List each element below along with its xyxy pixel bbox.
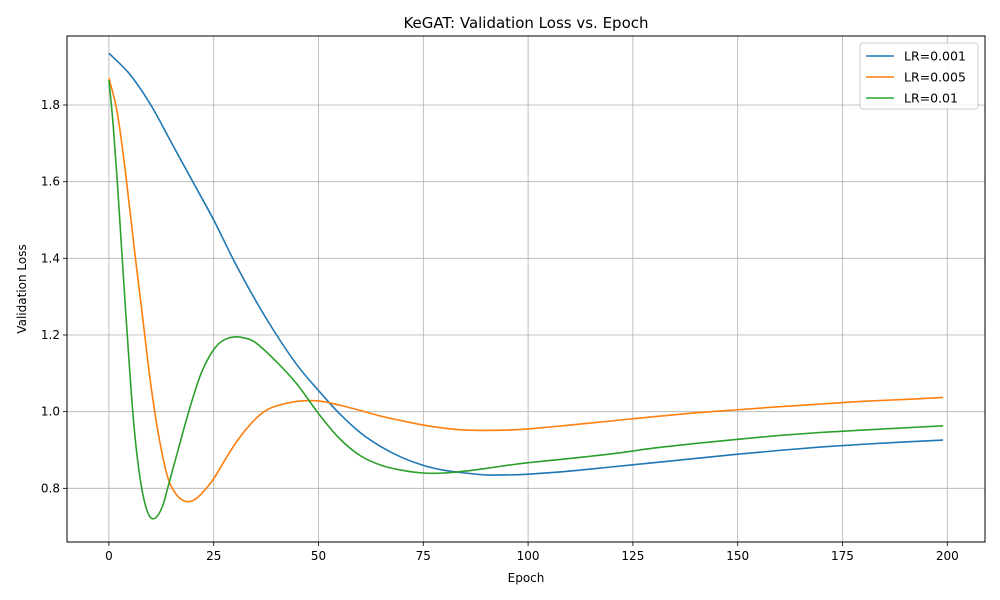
legend-box: [859, 42, 979, 110]
x-tick-label: 75: [416, 549, 431, 563]
chart-title: KeGAT: Validation Loss vs. Epoch: [403, 14, 648, 32]
legend-label-2: LR=0.005: [904, 70, 966, 85]
x-tick-label: 125: [621, 549, 644, 563]
series-line-1: [108, 52, 944, 476]
legend-label-1: LR=0.001: [904, 49, 966, 64]
x-axis-title: Epoch: [508, 571, 545, 585]
x-tick-label: 50: [311, 549, 326, 563]
x-tick-label: 150: [726, 549, 749, 563]
y-tick-label: 1.6: [41, 175, 60, 189]
x-tick-label: 200: [936, 549, 959, 563]
legend: LR=0.001 LR=0.005 LR=0.01: [859, 42, 979, 110]
legend-label-3: LR=0.01: [904, 91, 958, 106]
lines-layer: [108, 52, 944, 520]
y-tick-label: 1.0: [41, 405, 60, 419]
plot-frame: [66, 35, 986, 543]
series-line-3: [108, 80, 944, 520]
x-tick-label: 25: [206, 549, 221, 563]
y-tick-label: 0.8: [41, 481, 60, 495]
ticks-layer: 0 25 50 75 100 125 150 175 200 0.8 1.0 1.2 1.4 1.6 1.8: [41, 98, 959, 563]
y-tick-label: 1.8: [41, 98, 60, 112]
y-tick-label: 1.4: [41, 251, 60, 265]
x-tick-label: 0: [105, 549, 113, 563]
series-line-2: [108, 77, 944, 503]
x-tick-label: 100: [517, 549, 540, 563]
y-tick-label: 1.2: [41, 328, 60, 342]
grid-layer: [67, 36, 985, 542]
y-axis-title: Validation Loss: [15, 244, 29, 333]
x-tick-label: 175: [831, 549, 854, 563]
